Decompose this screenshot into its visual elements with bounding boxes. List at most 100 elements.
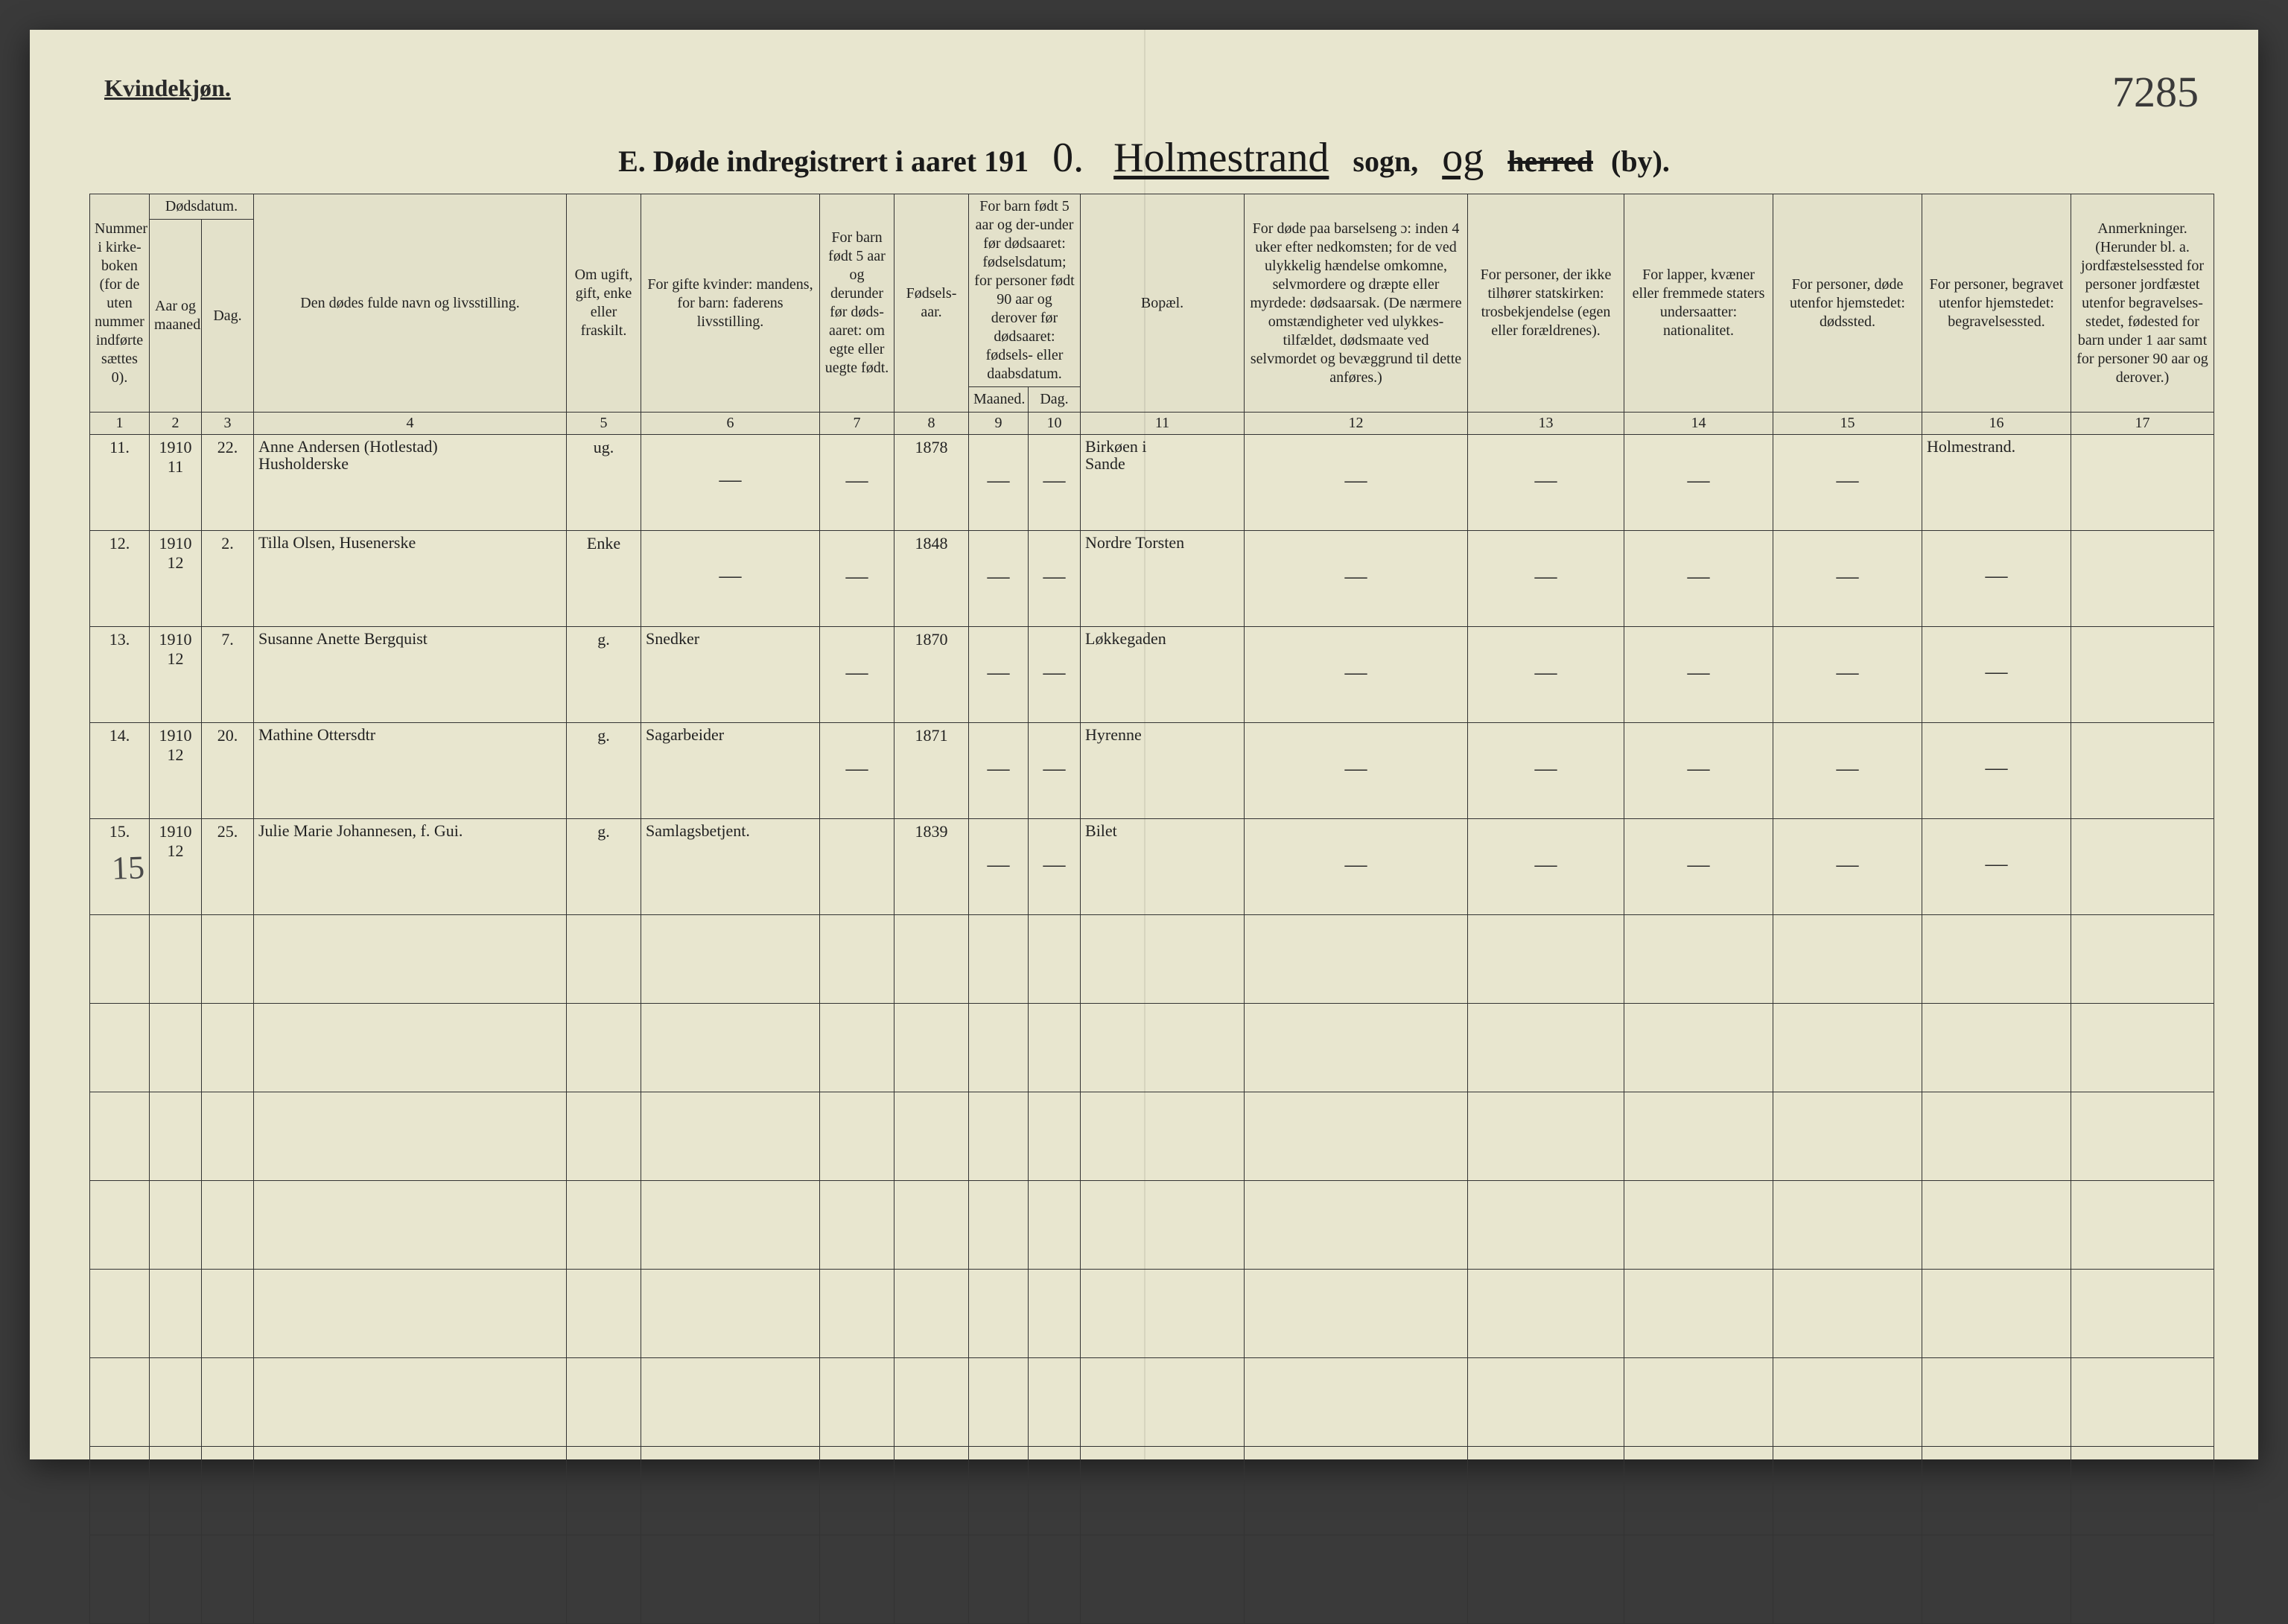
og-hand: og (1436, 134, 1490, 182)
table-cell (1624, 1270, 1773, 1358)
table-cell (820, 627, 894, 723)
col-num: 5 (567, 413, 641, 435)
col-num: 10 (1029, 413, 1081, 435)
table-cell (1029, 1092, 1081, 1181)
table-cell (1624, 915, 1773, 1004)
col-header: Bopæl. (1081, 194, 1245, 413)
table-cell (969, 1181, 1029, 1270)
table-cell (969, 1004, 1029, 1092)
table-cell (202, 1092, 254, 1181)
table-cell (150, 1358, 202, 1447)
table-cell (894, 1270, 969, 1358)
col-header: Dag. (202, 220, 254, 413)
table-cell (1468, 1181, 1624, 1270)
table-cell (1245, 531, 1468, 627)
table-cell (641, 531, 820, 627)
table-cell (641, 1092, 820, 1181)
table-cell (2071, 1270, 2214, 1358)
col-num: 16 (1922, 413, 2071, 435)
herred-label: herred (1507, 144, 1593, 179)
table-cell: 1910 12 (150, 723, 202, 819)
table-cell (2071, 1181, 2214, 1270)
col-header: For personer, begravet utenfor hjemstede… (1922, 194, 2071, 413)
table-cell (202, 1004, 254, 1092)
table-cell: Birkøen i Sande (1081, 435, 1245, 531)
page-number-hand: 7285 (2112, 67, 2199, 117)
margin-note: 15 (111, 848, 145, 888)
table-cell (1081, 1447, 1245, 1535)
col-header: For personer, der ikke tilhører statskir… (1468, 194, 1624, 413)
table-row: 15.1910 1225.Julie Marie Johannesen, f. … (90, 819, 2214, 915)
col-header: For gifte kvinder: mandens, for barn: fa… (641, 194, 820, 413)
table-cell (820, 1092, 894, 1181)
table-cell (2071, 627, 2214, 723)
table-cell (1029, 1535, 1081, 1624)
table-cell (2071, 1358, 2214, 1447)
col-header: Nummer i kirke-boken (for de uten nummer… (90, 194, 150, 413)
table-cell: Bilet (1081, 819, 1245, 915)
sogn-label: sogn, (1353, 144, 1418, 179)
table-cell (1624, 1358, 1773, 1447)
table-cell (1245, 627, 1468, 723)
col-num: 12 (1245, 413, 1468, 435)
table-cell (969, 1270, 1029, 1358)
table-cell (1773, 531, 1922, 627)
table-cell (1773, 1092, 1922, 1181)
table-cell (202, 1181, 254, 1270)
table-row (90, 1181, 2214, 1270)
table-cell (1029, 1004, 1081, 1092)
table-cell (820, 1004, 894, 1092)
table-cell (1922, 1358, 2071, 1447)
table-cell (1922, 1535, 2071, 1624)
table-cell (1624, 1535, 1773, 1624)
table-cell (254, 915, 567, 1004)
col-num: 11 (1081, 413, 1245, 435)
table-cell: 1839 (894, 819, 969, 915)
table-cell: Hyrenne (1081, 723, 1245, 819)
table-cell (2071, 1092, 2214, 1181)
table-cell (969, 1092, 1029, 1181)
table-cell (1029, 819, 1081, 915)
table-cell: 25. (202, 819, 254, 915)
col-header: Dag. (1029, 387, 1081, 413)
table-cell: 12. (90, 531, 150, 627)
table-cell (1468, 531, 1624, 627)
table-cell: Snedker (641, 627, 820, 723)
table-cell (90, 1358, 150, 1447)
table-row (90, 1358, 2214, 1447)
table-cell (2071, 531, 2214, 627)
table-cell (820, 531, 894, 627)
table-cell (969, 627, 1029, 723)
table-cell: Julie Marie Johannesen, f. Gui. (254, 819, 567, 915)
table-cell (894, 1535, 969, 1624)
table-cell: 1910 12 (150, 531, 202, 627)
table-cell (969, 915, 1029, 1004)
table-cell (150, 1092, 202, 1181)
table-cell: Tilla Olsen, Husenerske (254, 531, 567, 627)
col-header: For barn født 5 aar og der-under før død… (969, 194, 1081, 387)
col-header: Om ugift, gift, enke eller fraskilt. (567, 194, 641, 413)
table-cell (1468, 1535, 1624, 1624)
col-header: Den dødes fulde navn og livsstilling. (254, 194, 567, 413)
table-body: 11.1910 1122.Anne Andersen (Hotlestad) H… (90, 435, 2214, 1624)
table-cell (641, 435, 820, 531)
table-cell (1922, 531, 2071, 627)
table-cell (1773, 1447, 1922, 1535)
table-cell (1922, 723, 2071, 819)
table-cell (1029, 1270, 1081, 1358)
table-cell (1468, 627, 1624, 723)
table-cell: 1878 (894, 435, 969, 531)
table-cell (1468, 1004, 1624, 1092)
table-cell (1922, 819, 2071, 915)
table-row: 12.1910 122.Tilla Olsen, HusenerskeEnke1… (90, 531, 2214, 627)
table-cell (1922, 627, 2071, 723)
table-cell (202, 1270, 254, 1358)
table-cell (969, 531, 1029, 627)
col-num: 13 (1468, 413, 1624, 435)
table-cell (254, 1535, 567, 1624)
table-cell (1245, 1447, 1468, 1535)
table-cell (90, 1447, 150, 1535)
table-cell (1624, 531, 1773, 627)
table-cell (1922, 1004, 2071, 1092)
table-cell (254, 1270, 567, 1358)
